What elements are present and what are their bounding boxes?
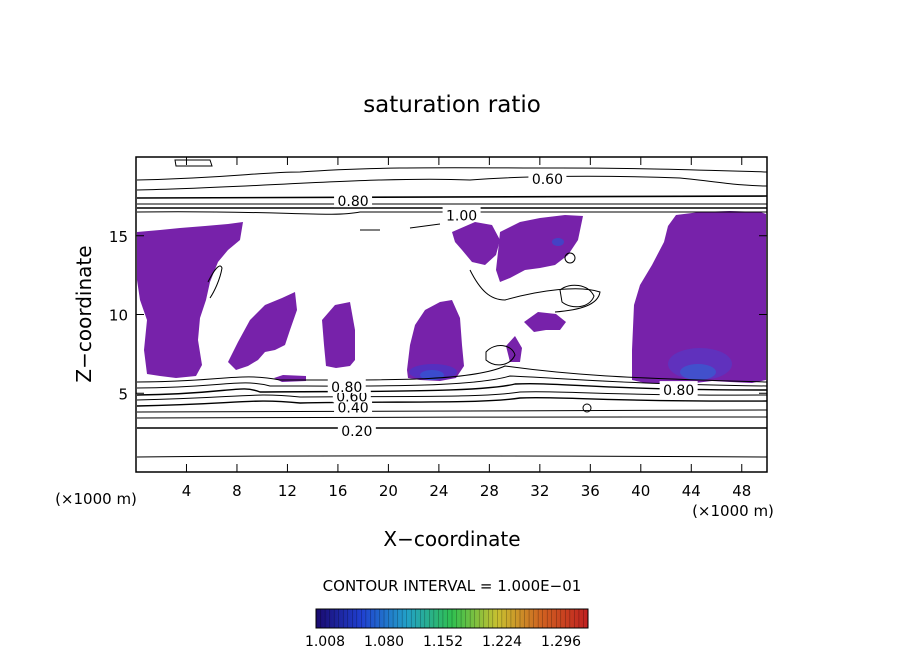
contour-line: [582, 403, 592, 413]
saturated-region: [322, 302, 355, 368]
contour-line: [559, 284, 595, 308]
x-tick-label: 28: [480, 482, 499, 500]
x-tick-label: 16: [328, 482, 347, 500]
contour-label: 0.20: [341, 424, 372, 440]
contour-label-bg: [442, 206, 481, 222]
saturated-region: [407, 300, 464, 381]
contour-line: [136, 375, 767, 389]
contour-line: [136, 396, 767, 407]
contour-line: [207, 265, 223, 299]
colorbar-tick-label: 1.296: [541, 634, 581, 650]
contour-labels: 0.200.400.600.800.600.801.000.80: [327, 170, 698, 440]
saturated-region: [274, 375, 306, 382]
contour-line: [136, 416, 767, 419]
contour-interval-text: CONTOUR INTERVAL = 1.000E−01: [323, 577, 582, 595]
contour-label: 1.00: [446, 208, 477, 224]
contour-label: 0.80: [331, 380, 362, 396]
contour-line: [136, 175, 767, 191]
x-tick-label: 24: [429, 482, 448, 500]
plot-area: 0.200.400.600.800.600.801.000.80: [136, 159, 767, 458]
x-tick-label: 32: [530, 482, 549, 500]
contour-line: [136, 426, 767, 430]
contour-label: 0.80: [663, 383, 694, 399]
contour-label: 0.40: [337, 400, 368, 416]
contour-lines: [136, 159, 767, 458]
high-saturation-cores: [409, 238, 732, 380]
contour-line: [485, 345, 516, 366]
contour-label-bg: [659, 381, 698, 397]
chart-title: saturation ratio: [363, 92, 541, 118]
colorbar-tick-label: 1.080: [364, 634, 404, 650]
saturated-region: [496, 215, 583, 282]
contour-line: [564, 252, 576, 264]
contour-label-bg: [528, 170, 567, 186]
x-tick-label: 40: [631, 482, 650, 500]
colorbar-tick-label: 1.008: [305, 634, 345, 650]
colorbar-gradient: [315, 608, 589, 629]
colorbar-tick-label: 1.224: [482, 634, 522, 650]
x-tick-label: 12: [278, 482, 297, 500]
contour-line: [136, 382, 767, 396]
contour-label: 0.60: [532, 172, 563, 188]
contour-line: [136, 455, 767, 458]
y-tick-label: 15: [109, 228, 128, 246]
y-tick-label: 5: [118, 385, 128, 403]
contour-line: [136, 203, 767, 205]
contour-line: [136, 167, 767, 181]
x-tick-label: 44: [682, 482, 701, 500]
colorbar-tick-label: 1.152: [423, 634, 463, 650]
y-tick-label: 10: [109, 307, 128, 325]
contour-line: [360, 223, 441, 231]
contour-label-bg: [334, 192, 373, 208]
saturated-regions: [137, 211, 766, 384]
saturation-core: [680, 364, 716, 380]
x-tick-label: 4: [182, 482, 192, 500]
saturated-region: [228, 292, 297, 370]
x-tick-label: 8: [232, 482, 242, 500]
contour-line: [174, 159, 213, 167]
saturated-region: [632, 211, 766, 384]
y-axis-label: Z−coordinate: [72, 245, 96, 382]
contour-line: [136, 195, 767, 199]
saturated-region: [524, 312, 566, 332]
colorbar: 1.008 1.080 1.152 1.224 1.296: [305, 608, 589, 650]
x-axis-label: X−coordinate: [383, 527, 520, 551]
contour-label: 0.60: [336, 389, 367, 405]
x-tick-label: 20: [379, 482, 398, 500]
x-unit-left: (×1000 m): [55, 490, 137, 508]
contour-label: 0.80: [337, 194, 368, 210]
contour-label-bg: [327, 377, 366, 393]
contour-line: [136, 365, 767, 383]
x-tick-label: 36: [581, 482, 600, 500]
contour-line: [136, 409, 767, 413]
saturation-core: [552, 238, 564, 246]
contour-line: [136, 391, 767, 401]
saturated-region: [452, 222, 500, 265]
saturated-region: [137, 222, 243, 378]
x-unit-right: (×1000 m): [692, 502, 774, 520]
contour-line: [469, 269, 601, 313]
contour-label-bg: [337, 422, 376, 438]
saturated-region: [506, 336, 522, 362]
x-tick-label: 48: [732, 482, 751, 500]
contour-line: [136, 211, 767, 215]
